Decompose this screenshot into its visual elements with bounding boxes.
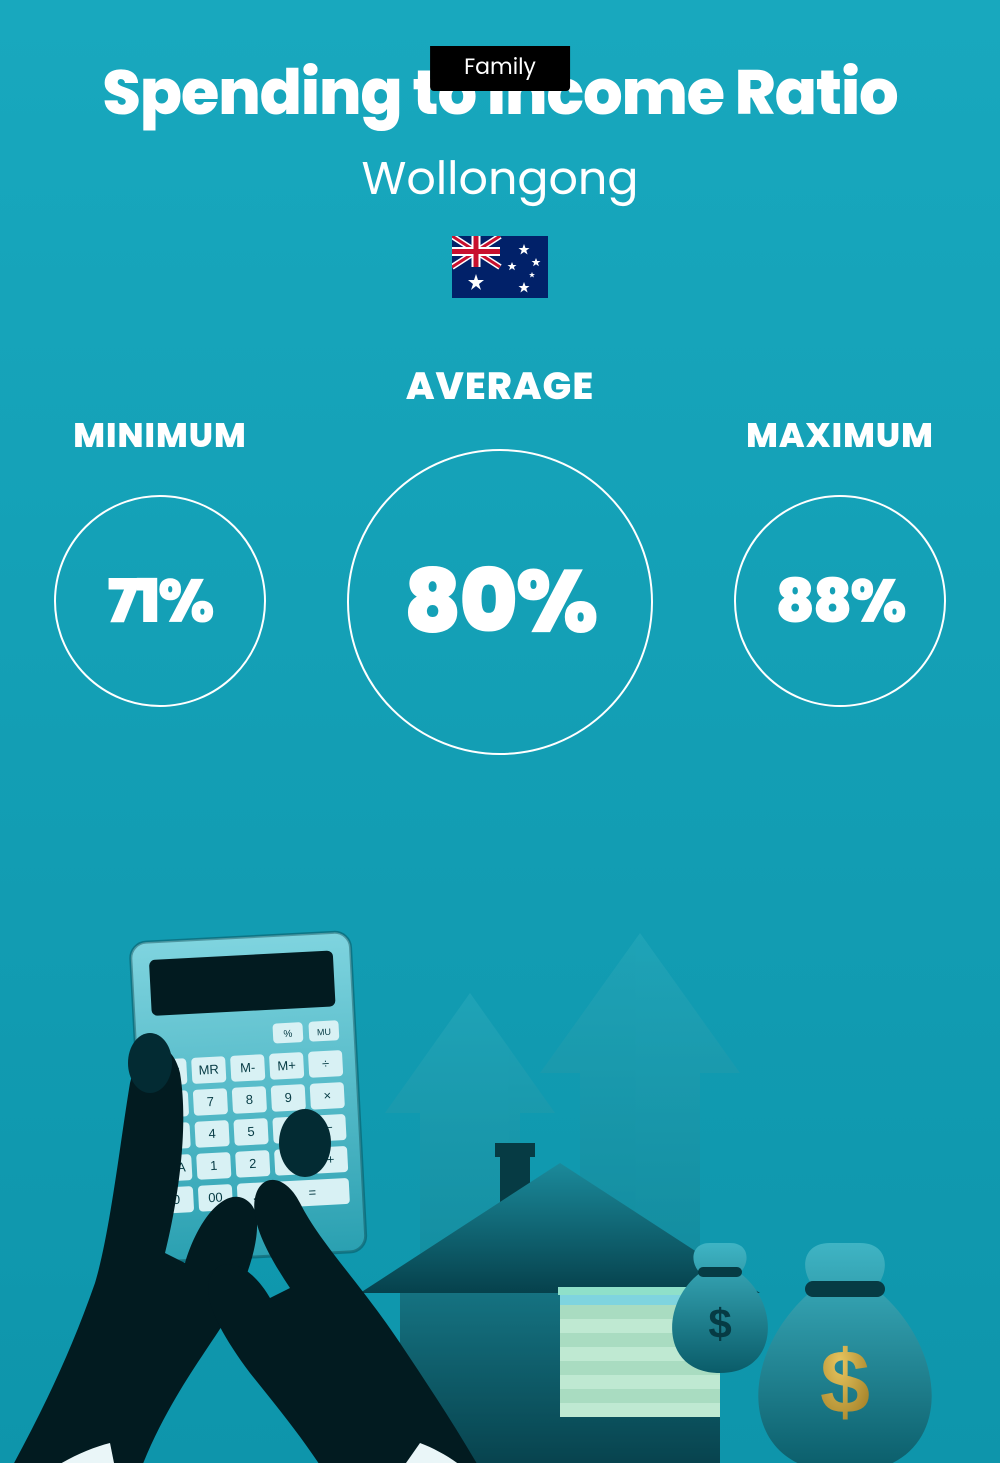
stat-average: AVERAGE 80%	[340, 358, 660, 755]
stat-maximum: MAXIMUM 88%	[730, 410, 950, 707]
australia-flag-icon	[452, 236, 548, 298]
category-badge: Family	[430, 46, 570, 91]
svg-text:÷: ÷	[322, 1056, 330, 1071]
stat-minimum-value: 71%	[108, 556, 213, 646]
stat-minimum-circle: 71%	[54, 495, 266, 707]
svg-text:×: ×	[323, 1088, 331, 1103]
stat-average-label: AVERAGE	[340, 358, 660, 415]
page-subtitle: Wollongong	[0, 145, 1000, 214]
finance-illustration: $ $ % MU MCMR	[0, 843, 1000, 1463]
svg-text:$: $	[708, 1300, 731, 1347]
stat-minimum: MINIMUM 71%	[50, 410, 270, 707]
svg-text:$: $	[820, 1333, 870, 1433]
stat-average-value: 80%	[404, 536, 597, 668]
stats-row: MINIMUM 71% AVERAGE 80% MAXIMUM 88%	[0, 358, 1000, 818]
svg-text:MU: MU	[317, 1027, 332, 1038]
svg-text:%: %	[283, 1029, 293, 1040]
svg-text:M+: M+	[277, 1057, 296, 1073]
money-bag-large-icon: $	[758, 1243, 931, 1463]
svg-text:8: 8	[245, 1092, 253, 1107]
stat-average-circle: 80%	[347, 449, 653, 755]
svg-text:MR: MR	[198, 1062, 219, 1078]
stat-maximum-value: 88%	[775, 556, 904, 646]
svg-text:M-: M-	[240, 1060, 256, 1076]
svg-text:1: 1	[210, 1158, 218, 1173]
stat-minimum-label: MINIMUM	[50, 410, 270, 461]
svg-text:5: 5	[247, 1124, 255, 1139]
svg-text:=: =	[308, 1185, 316, 1200]
stat-maximum-circle: 88%	[734, 495, 946, 707]
svg-text:9: 9	[284, 1090, 292, 1105]
svg-text:7: 7	[206, 1094, 214, 1109]
svg-text:2: 2	[249, 1156, 257, 1171]
svg-text:4: 4	[208, 1126, 216, 1141]
stat-maximum-label: MAXIMUM	[730, 410, 950, 461]
